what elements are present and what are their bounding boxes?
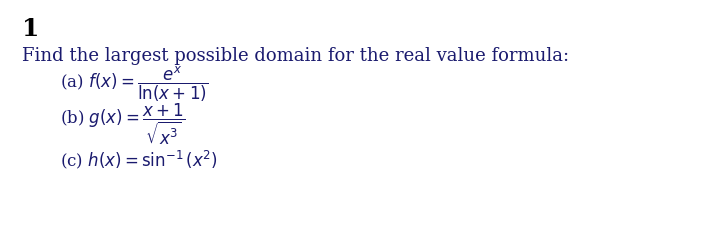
Text: (b) $g(x) = \dfrac{x+1}{\sqrt{x^3}}$: (b) $g(x) = \dfrac{x+1}{\sqrt{x^3}}$ [60, 101, 186, 146]
Text: Find the largest possible domain for the real value formula:: Find the largest possible domain for the… [22, 47, 569, 65]
Text: (c) $h(x) = \sin^{-1}(x^2)$: (c) $h(x) = \sin^{-1}(x^2)$ [60, 148, 218, 170]
Text: (a) $f(x) = \dfrac{e^{x}}{\ln(x+1)}$: (a) $f(x) = \dfrac{e^{x}}{\ln(x+1)}$ [60, 64, 208, 103]
Text: 1: 1 [22, 17, 39, 41]
